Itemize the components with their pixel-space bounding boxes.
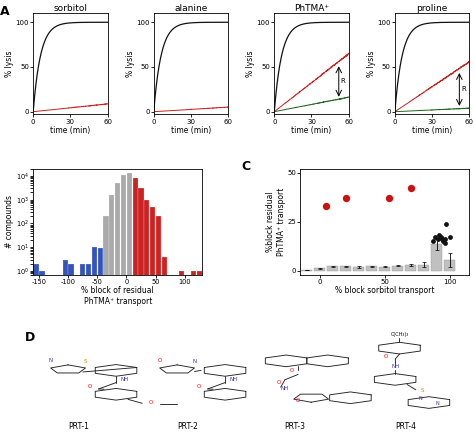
Bar xyxy=(86,264,91,444)
Bar xyxy=(150,207,155,444)
X-axis label: time (min): time (min) xyxy=(50,126,91,135)
Text: O: O xyxy=(276,380,281,385)
Text: N: N xyxy=(48,358,53,363)
Bar xyxy=(366,266,377,271)
Y-axis label: # compounds: # compounds xyxy=(6,195,14,248)
Bar xyxy=(191,271,196,444)
Text: O: O xyxy=(197,385,201,389)
Bar xyxy=(444,260,456,271)
Bar xyxy=(162,257,167,444)
Point xyxy=(437,234,445,241)
Bar xyxy=(353,267,365,271)
Text: N: N xyxy=(436,400,439,406)
Point xyxy=(441,236,448,243)
Y-axis label: % lysis: % lysis xyxy=(5,51,14,77)
Bar xyxy=(144,200,149,444)
Point xyxy=(439,238,447,245)
Y-axis label: % lysis: % lysis xyxy=(126,51,135,77)
Bar xyxy=(109,195,115,444)
X-axis label: % block sorbitol transport: % block sorbitol transport xyxy=(335,286,435,295)
Text: R: R xyxy=(461,87,466,92)
Point xyxy=(322,202,330,210)
Bar xyxy=(197,271,202,444)
Text: C: C xyxy=(241,160,250,173)
Title: sorbitol: sorbitol xyxy=(54,4,87,12)
Text: O: O xyxy=(88,385,92,389)
Text: A: A xyxy=(0,5,9,18)
Bar xyxy=(63,260,68,444)
Title: proline: proline xyxy=(416,4,448,12)
Bar xyxy=(392,266,403,271)
Text: C(CH₃)₃: C(CH₃)₃ xyxy=(391,332,409,337)
Y-axis label: % lysis: % lysis xyxy=(246,51,255,77)
Bar xyxy=(418,265,429,271)
Text: N: N xyxy=(192,359,197,364)
Text: R: R xyxy=(341,79,346,84)
Text: O: O xyxy=(289,369,293,373)
Bar xyxy=(179,271,184,444)
Text: N: N xyxy=(419,396,422,401)
X-axis label: time (min): time (min) xyxy=(412,126,452,135)
Text: PRT-3: PRT-3 xyxy=(284,422,305,431)
X-axis label: % block of residual
PhTMA⁺ transport: % block of residual PhTMA⁺ transport xyxy=(82,286,154,306)
Text: NH: NH xyxy=(120,377,128,382)
Y-axis label: % lysis: % lysis xyxy=(367,51,376,77)
X-axis label: time (min): time (min) xyxy=(292,126,332,135)
Point xyxy=(436,232,443,239)
Bar xyxy=(340,266,351,271)
Point xyxy=(342,194,349,202)
Bar xyxy=(98,248,103,444)
Bar xyxy=(405,265,416,271)
Text: PRT-2: PRT-2 xyxy=(178,422,199,431)
Bar xyxy=(379,267,390,271)
Text: NH: NH xyxy=(281,386,289,391)
Bar xyxy=(301,270,312,271)
X-axis label: time (min): time (min) xyxy=(171,126,211,135)
Text: PRT-1: PRT-1 xyxy=(69,422,90,431)
Point xyxy=(442,220,450,227)
Bar xyxy=(115,183,120,444)
Bar xyxy=(431,244,442,271)
Point xyxy=(407,185,415,192)
Bar xyxy=(34,264,39,444)
Bar xyxy=(138,188,144,444)
Text: PRT-4: PRT-4 xyxy=(395,422,417,431)
Text: NH: NH xyxy=(391,364,399,369)
Bar xyxy=(92,247,97,444)
Point xyxy=(385,194,392,202)
Bar xyxy=(80,264,85,444)
Text: D: D xyxy=(25,331,35,344)
Point xyxy=(432,234,439,241)
Bar xyxy=(127,173,132,444)
Text: O: O xyxy=(157,358,162,363)
Point xyxy=(438,236,446,243)
Text: O: O xyxy=(384,354,389,359)
Bar xyxy=(156,216,161,444)
Bar xyxy=(314,269,325,271)
Bar xyxy=(327,266,338,271)
Text: S: S xyxy=(420,388,424,393)
Point xyxy=(434,236,442,243)
Point xyxy=(429,238,437,245)
Bar xyxy=(133,178,138,444)
Text: O: O xyxy=(149,400,153,405)
Text: S: S xyxy=(84,359,87,364)
Y-axis label: %block residual
PhTMA⁺ transport: %block residual PhTMA⁺ transport xyxy=(266,187,286,256)
Bar xyxy=(68,264,73,444)
Title: alanine: alanine xyxy=(174,4,208,12)
Title: PhTMA⁺: PhTMA⁺ xyxy=(294,4,329,12)
Text: NH: NH xyxy=(229,377,237,382)
Bar xyxy=(103,216,109,444)
Point xyxy=(446,234,454,241)
Text: O: O xyxy=(296,398,300,403)
Point xyxy=(441,240,448,247)
Bar xyxy=(39,271,45,444)
Bar xyxy=(121,175,126,444)
